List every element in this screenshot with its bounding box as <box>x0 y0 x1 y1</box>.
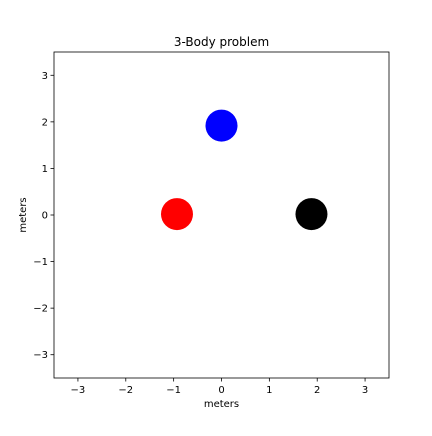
x-tick-label: 1 <box>266 385 272 396</box>
body-point-1 <box>160 198 193 231</box>
x-tick-label: 3 <box>362 385 368 396</box>
x-tick-label: −2 <box>118 385 133 396</box>
chart-title: 3-Body problem <box>174 35 269 49</box>
data-layer <box>160 109 328 231</box>
y-tick-label: −2 <box>33 304 48 315</box>
y-tick-label: 0 <box>42 211 48 222</box>
y-tick-label: 1 <box>42 164 48 175</box>
body-point-2 <box>205 109 238 142</box>
y-axis-label: meters <box>18 197 29 232</box>
y-tick-label: −3 <box>33 350 48 361</box>
body-point-3 <box>295 198 328 231</box>
x-tick-label: −3 <box>71 385 86 396</box>
y-tick-label: 2 <box>42 117 48 128</box>
x-tick-label: 0 <box>218 385 224 396</box>
y-tick-label: 3 <box>42 71 48 82</box>
x-tick-label: −1 <box>166 385 181 396</box>
axes-layer: −3 −2 −1 0 1 2 3 −3 −2 −1 0 1 2 3 <box>33 51 390 396</box>
x-tick-label: 2 <box>314 385 320 396</box>
y-tick-label: −1 <box>33 257 48 268</box>
x-axis-label: meters <box>204 399 239 410</box>
